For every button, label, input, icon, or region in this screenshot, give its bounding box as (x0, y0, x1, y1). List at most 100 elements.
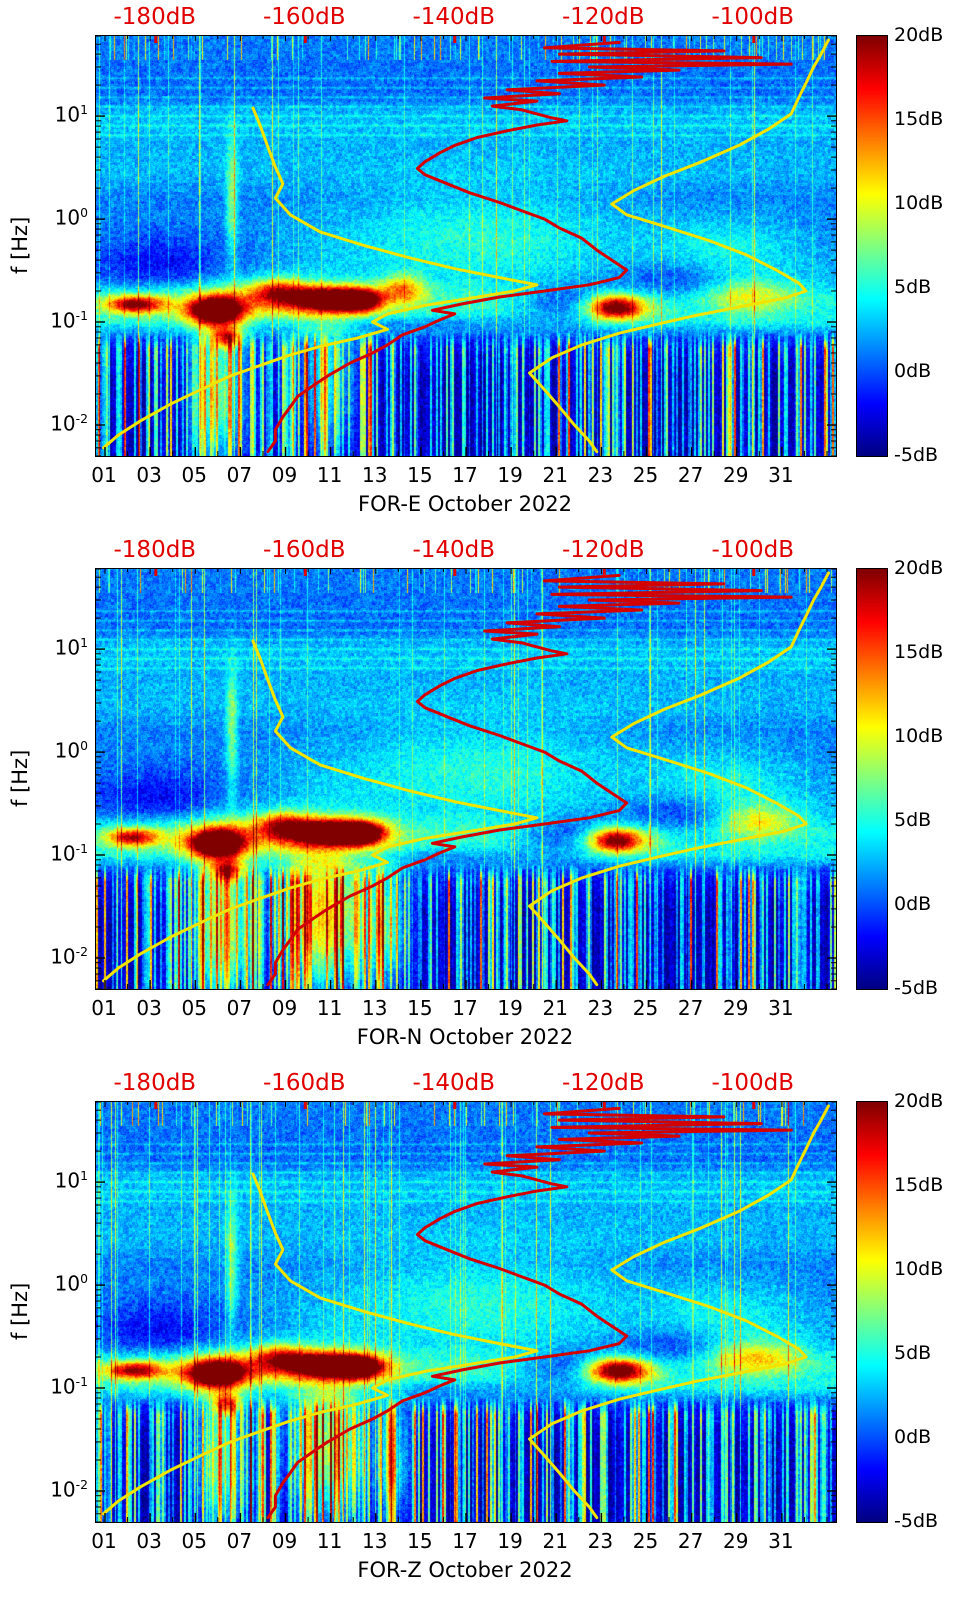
x-tick-label: 17 (452, 463, 478, 487)
y-tick-label: 100 (54, 1271, 88, 1296)
panel-for-n: f [Hz] -180dB -160dB -140dB -120dB -100dB 10… (0, 533, 962, 1066)
colorbar-for-z (856, 1101, 888, 1523)
colorbar-tick-label: -5dB (894, 1510, 939, 1532)
panel-title-for-n: FOR-N October 2022 (356, 1025, 574, 1049)
x-tick-label: 25 (632, 996, 659, 1020)
colorbar-tick-label: 15dB (894, 108, 944, 130)
x-tick-label: 27 (677, 463, 704, 487)
overlay-curves-and-ticks-for-e (96, 36, 836, 456)
y-tick-label: 101 (54, 635, 88, 660)
red-psd-curve (266, 40, 793, 454)
spectrogram-canvas-for-n (96, 569, 836, 989)
x-tick-label: 19 (497, 996, 523, 1020)
x-tick-label: 09 (271, 996, 298, 1020)
y-axis-label: f [Hz] (8, 216, 32, 274)
colorbar-tick-label: -5dB (894, 444, 939, 466)
colorbar-tick-label: 0dB (894, 893, 932, 915)
x-tick-label: 05 (181, 996, 207, 1020)
y-tick-label: 100 (54, 738, 88, 763)
top-axis-tick-label: -120dB (561, 537, 645, 563)
spectrogram-plot-for-z (95, 1101, 837, 1523)
yellow-psd-low (102, 1172, 539, 1516)
top-axis-tick-label: -140dB (412, 1070, 496, 1096)
x-tick-label: 03 (136, 996, 162, 1020)
colorbar-tick-label: 5dB (894, 276, 932, 298)
x-tick-label: 31 (768, 996, 794, 1020)
y-tick-label: 10-1 (50, 308, 88, 333)
y-tick-label: 101 (54, 1168, 88, 1193)
top-axis-tick-label: -120dB (561, 1070, 645, 1096)
y-tick-label: 10-2 (50, 411, 88, 436)
top-axis-tick-label: -100dB (711, 537, 795, 563)
x-tick-label: 25 (632, 1529, 659, 1553)
panel-title-for-e: FOR-E October 2022 (357, 492, 573, 516)
y-axis-label: f [Hz] (8, 1282, 32, 1340)
x-tick-label: 07 (226, 996, 253, 1020)
x-tick-label: 29 (722, 1529, 749, 1553)
x-tick-label: 13 (362, 996, 388, 1020)
y-tick-label: 101 (54, 102, 88, 127)
x-tick-label: 23 (587, 463, 614, 487)
x-tick-label: 07 (226, 463, 253, 487)
y-tick-label: 100 (54, 205, 88, 230)
x-tick-label: 17 (452, 996, 478, 1020)
colorbar-tick-label: 10dB (894, 192, 944, 214)
yellow-psd-low (102, 106, 539, 450)
colorbar-tick-label: 5dB (894, 809, 932, 831)
x-tick-label: 23 (587, 996, 614, 1020)
x-tick-label: 21 (542, 463, 568, 487)
top-axis-tick-label: -180dB (113, 537, 197, 563)
colorbar-tick-label: -5dB (894, 977, 939, 999)
spectrogram-canvas-for-z (96, 1102, 836, 1522)
x-tick-label: 27 (677, 1529, 704, 1553)
top-axis-tick-label: -160dB (262, 1070, 346, 1096)
x-tick-label: 21 (542, 1529, 568, 1553)
x-tick-label: 31 (768, 1529, 794, 1553)
colorbar-tick-label: 0dB (894, 360, 932, 382)
x-tick-label: 05 (181, 1529, 207, 1553)
colorbar-tick-label: 20dB (894, 24, 944, 46)
top-axis-tick-label: -120dB (561, 4, 645, 30)
y-axis-label: f [Hz] (8, 749, 32, 807)
yellow-psd-low (102, 639, 539, 983)
x-tick-label: 05 (181, 463, 207, 487)
x-tick-label: 21 (542, 996, 568, 1020)
colorbar-tick-label: 20dB (894, 557, 944, 579)
colorbar-for-e (856, 35, 888, 457)
x-tick-label: 01 (91, 1529, 117, 1553)
y-tick-label: 10-2 (50, 1477, 88, 1502)
colorbar-tick-label: 15dB (894, 641, 944, 663)
x-tick-label: 31 (768, 463, 794, 487)
x-tick-label: 23 (587, 1529, 614, 1553)
panel-for-e: f [Hz] -180dB -160dB -140dB -120dB -100dB 10… (0, 0, 962, 533)
x-tick-label: 17 (452, 1529, 478, 1553)
red-psd-curve (266, 573, 793, 987)
colorbar-tick-label: 15dB (894, 1174, 944, 1196)
overlay-curves-and-ticks-for-n (96, 569, 836, 989)
top-axis-tick-label: -100dB (711, 4, 795, 30)
yellow-psd-high (528, 38, 830, 454)
x-tick-label: 29 (722, 996, 749, 1020)
overlay-curves-and-ticks-for-z (96, 1102, 836, 1522)
x-tick-label: 19 (497, 1529, 523, 1553)
x-tick-label: 09 (271, 463, 298, 487)
x-tick-label: 11 (316, 1529, 343, 1553)
top-axis-tick-label: -100dB (711, 1070, 795, 1096)
x-tick-label: 11 (316, 996, 343, 1020)
yellow-psd-high (528, 1104, 830, 1520)
top-axis-tick-label: -160dB (262, 537, 346, 563)
spectrogram-plot-for-e (95, 35, 837, 457)
x-tick-label: 01 (91, 996, 117, 1020)
x-tick-label: 11 (316, 463, 343, 487)
red-psd-curve (266, 1106, 793, 1520)
colorbar-tick-label: 10dB (894, 1258, 944, 1280)
colorbar-for-n (856, 568, 888, 990)
x-tick-label: 15 (407, 1529, 433, 1553)
x-tick-label: 09 (271, 1529, 298, 1553)
panel-for-z: f [Hz] -180dB -160dB -140dB -120dB -100dB 10… (0, 1066, 962, 1599)
x-tick-label: 19 (497, 463, 523, 487)
x-tick-label: 15 (407, 463, 433, 487)
x-tick-label: 03 (136, 463, 162, 487)
x-tick-label: 13 (362, 463, 388, 487)
